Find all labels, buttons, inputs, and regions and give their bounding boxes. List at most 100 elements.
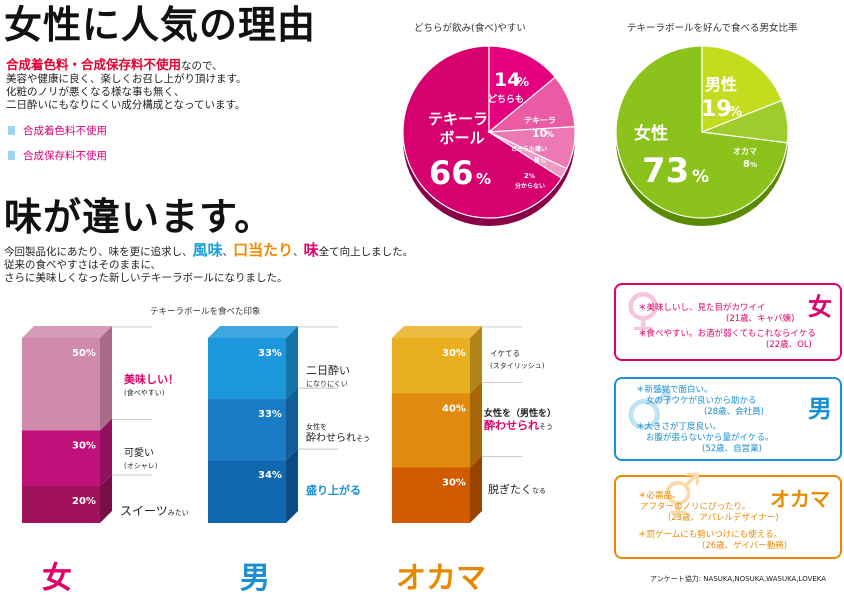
bullet-no-preservative: 合成保存料不使用 [8, 148, 107, 163]
pie1-slice-1 [488, 45, 557, 134]
bar-0-top [22, 326, 112, 338]
pie2-s1-pct: 19 [701, 97, 732, 122]
comment-box-men: ♂ 男 ＊新感覚で面白い。 女の子ウケが良いから助かる (28歳、会社員) ＊大… [614, 377, 842, 461]
bar-1-top [208, 326, 298, 338]
comment-women-1: ＊美味しいし、見た目がカワイイ [638, 303, 766, 313]
label-w-cute: 可愛い (オシャレ) [124, 448, 158, 470]
pie1-s4-name: 分からない [515, 182, 545, 190]
bar-1-seg-2 [208, 338, 286, 400]
pie1-s4-pct: 2 [524, 172, 529, 180]
bar-1-seg-0-side [286, 448, 298, 523]
pie2-slice-2 [701, 99, 789, 144]
pie2-slice-1 [701, 45, 783, 133]
bar-0-seg-1-side [100, 418, 112, 486]
bar-1-seg-1-side [286, 387, 298, 461]
pie1-s1-name: どちらも [488, 93, 524, 105]
intro2-sep-1: 、 [222, 246, 234, 258]
comment-box-okama: ⚥ オカマ ＊必需品。 アフターのノリにぴったり。 (23歳、アパレルデザイナー… [614, 475, 842, 559]
pie2-main-unit: % [692, 167, 709, 187]
pie1-s3-pct: 8 [534, 156, 540, 165]
bullet-square-icon [8, 126, 15, 135]
bar-1-seg-2-label: 33% [258, 348, 282, 359]
intro2-line-3: さらに美味しくなった新しいテキーラボールになりました。 [4, 272, 288, 284]
pie1-main-l2: ボール [439, 129, 484, 147]
pie2-s2-name: オカマ [733, 147, 757, 156]
pie1-chart: テキーラ ボール 66 % 14 % どちらも テキーラ 10 % どちらも嫌い… [402, 45, 576, 226]
pie2-s1-unit: % [729, 105, 742, 120]
keyword-taste: 味 [303, 241, 319, 259]
male-symbol-icon: ♂ [624, 378, 675, 443]
pie1-slice-0 [402, 45, 563, 219]
bar-2-seg-2-label: 30% [442, 348, 466, 359]
keyword-mouthfeel: 口当たり [233, 241, 294, 259]
comment-men-title: 男 [808, 395, 832, 423]
label-o-undress: 脱ぎたくなる [488, 483, 546, 496]
intro-line-1: 美容や健康に良く、楽しくお召し上がり頂けます。 [6, 73, 247, 85]
intro-line-3: 二日酔いにもなりにくい成分構成となっています。 [6, 99, 246, 111]
headline-popular-reasons: 女性に人気の理由 [4, 3, 317, 47]
pie2-s1-name: 男性 [705, 75, 737, 94]
bar-2-seg-1 [392, 393, 470, 468]
intro-lead-rest: なので、 [181, 60, 223, 72]
bar-2-seg-0-label: 30% [442, 478, 466, 489]
pie1-title: どちらが飲み(食べ)やすい [414, 23, 526, 34]
pie1-s2-unit: % [546, 130, 554, 139]
pie1-s1-pct: 14 [494, 69, 520, 91]
bar-0-seg-1 [22, 430, 100, 486]
comment-women-2-who: (22歳、OL) [766, 340, 812, 350]
intro2-line-2: 従来の食べやすさはそのままに、 [4, 259, 162, 271]
category-okama: オカマ [396, 561, 486, 596]
bullet-no-coloring: 合成着色料不使用 [8, 123, 107, 138]
pie2-main-pct: 73 [642, 151, 689, 191]
intro2-text: 今回製品化にあたり、味を更に追求し、風味、口当たり、味全て向上しました。 従来の… [4, 241, 544, 285]
intro2-line1-b: 全て向上しました。 [318, 246, 414, 258]
pie1-s2-pct: 10 [532, 127, 548, 140]
comment-box-women: ♀ 女 ＊美味しいし、見た目がカワイイ (21歳、キャバ嬢) ＊食べやすい。お酒… [614, 283, 842, 361]
comment-okama-2-who: (26歳、ゲイバー勤務) [702, 541, 788, 551]
comment-women-title: 女 [808, 293, 832, 321]
label-w-delicious: 美味しい！ (食べやすい) [124, 373, 179, 398]
pie1-main-pct: 66 [429, 154, 474, 192]
pie1-s4-unit: % [529, 173, 535, 180]
comment-men-2: ＊大きさが丁度良い。 [636, 422, 722, 432]
bar-chart: 20% 30% 50% 34% 33% 33% 30% 40% 30% [22, 326, 522, 523]
category-men: 男 [240, 561, 270, 596]
comment-men-1b: 女の子ウケが良いから助かる [646, 396, 757, 406]
comment-okama-1b: アフターのノリにぴったり。 [640, 502, 751, 512]
comment-men-1: ＊新感覚で面白い。 [636, 385, 713, 395]
label-m-intoxicate: 女性を 酔わせられそう [306, 423, 370, 444]
bar-2-seg-0 [392, 467, 470, 523]
bar-1-seg-1 [208, 399, 286, 461]
bar-2-seg-1-side [470, 381, 482, 468]
bar-2-seg-2-side [470, 326, 482, 394]
pie2-s2-pct: 8 [743, 159, 750, 170]
pie2-main-name: 女性 [634, 123, 668, 144]
pie1-s2-name: テキーラ [524, 116, 556, 125]
bar-chart-title: テキーラボールを食べた印象 [150, 307, 261, 317]
comment-okama-1-who: (23歳、アパレルデザイナー) [668, 513, 779, 523]
bar-0-seg-2-side [100, 326, 112, 431]
comment-okama-2: ＊罰ゲームにも勢いつけにも使える。 [638, 530, 782, 540]
comment-men-1-who: (28歳、会社員) [704, 407, 764, 417]
bullet-no-preservative-label: 合成保存料不使用 [23, 150, 107, 162]
intro-lead-strong: 合成着色料・合成保存料不使用 [6, 57, 182, 72]
bar-0-seg-0-label: 20% [72, 496, 96, 507]
comment-men-2-who: (52歳、自営業) [702, 444, 762, 454]
bar-2-seg-1-label: 40% [442, 404, 466, 415]
comment-okama-1: ＊必需品。 [638, 491, 681, 501]
intro-text: 合成着色料・合成保存料不使用なので、 美容や健康に良く、楽しくお召し上がり頂けま… [6, 58, 386, 112]
label-w-sweets: スイーツみたい [120, 504, 189, 518]
bar-0-seg-0 [22, 486, 100, 523]
bar-1-seg-0 [208, 460, 286, 523]
label-m-excite: 盛り上がる [306, 484, 361, 497]
bar-1-seg-1-label: 33% [258, 409, 282, 420]
survey-credit: アンケート協力: NASUKA,NOSUKA,WASUKA,LOVEKA [650, 575, 827, 583]
pie2-s2-unit: % [750, 161, 757, 169]
category-women: 女 [42, 561, 72, 596]
pie2-title: テキーラボールを好んで食べる男女比率 [627, 23, 798, 34]
bullet-no-coloring-label: 合成着色料不使用 [23, 125, 107, 137]
comment-men-2b: お腹が張らないから量がイケる。 [646, 433, 774, 443]
bar-0-seg-0-side [100, 474, 112, 523]
bar-1-seg-0-label: 34% [258, 470, 282, 481]
pie1-s1-unit: % [517, 75, 529, 89]
